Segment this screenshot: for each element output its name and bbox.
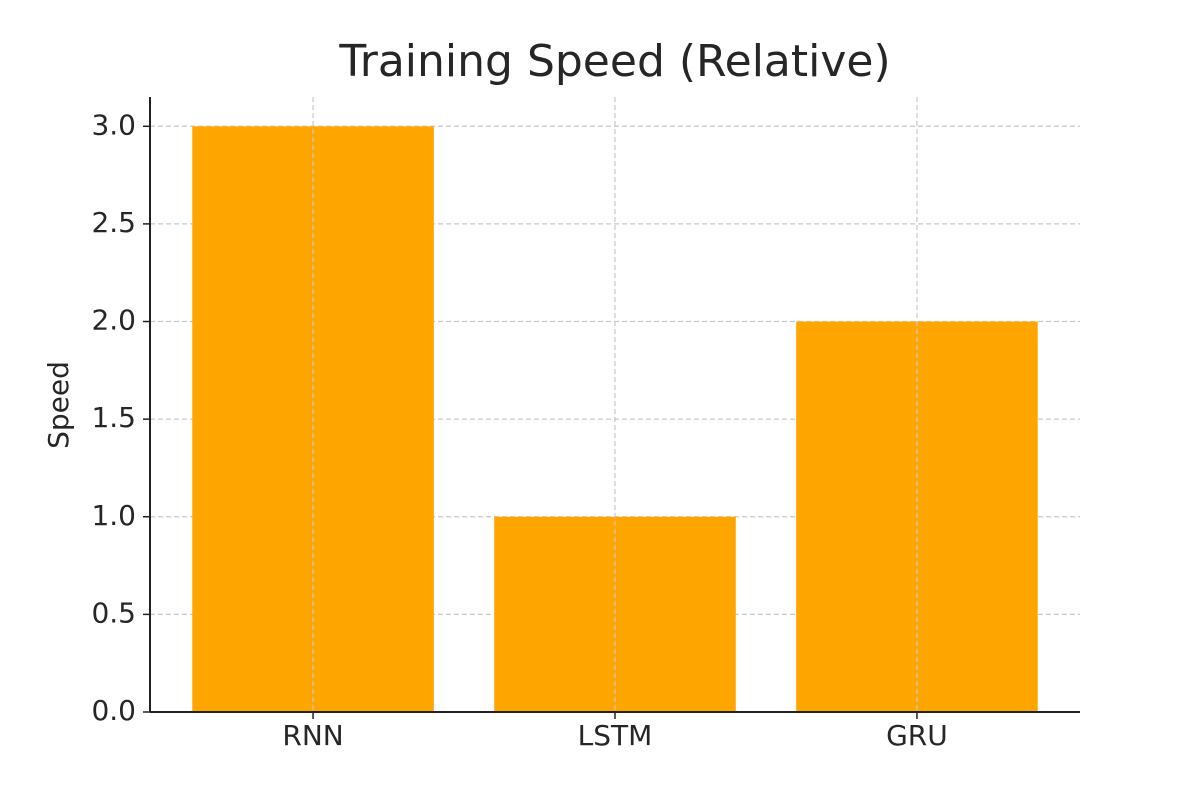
x-tick-label: GRU xyxy=(886,719,948,752)
y-tick-label: 1.5 xyxy=(91,401,136,434)
y-tick-label: 2.5 xyxy=(91,206,136,239)
x-tick-label: RNN xyxy=(282,719,343,752)
y-tick-label: 1.0 xyxy=(91,499,136,532)
y-axis-label: Speed xyxy=(42,361,75,449)
chart-title: Training Speed (Relative) xyxy=(338,36,890,87)
x-tick-label: LSTM xyxy=(578,719,653,752)
y-tick-label: 3.0 xyxy=(91,108,136,141)
y-tick-label: 0.0 xyxy=(91,694,136,727)
y-tick-label: 0.5 xyxy=(91,596,136,629)
y-tick-label: 2.0 xyxy=(91,304,136,337)
